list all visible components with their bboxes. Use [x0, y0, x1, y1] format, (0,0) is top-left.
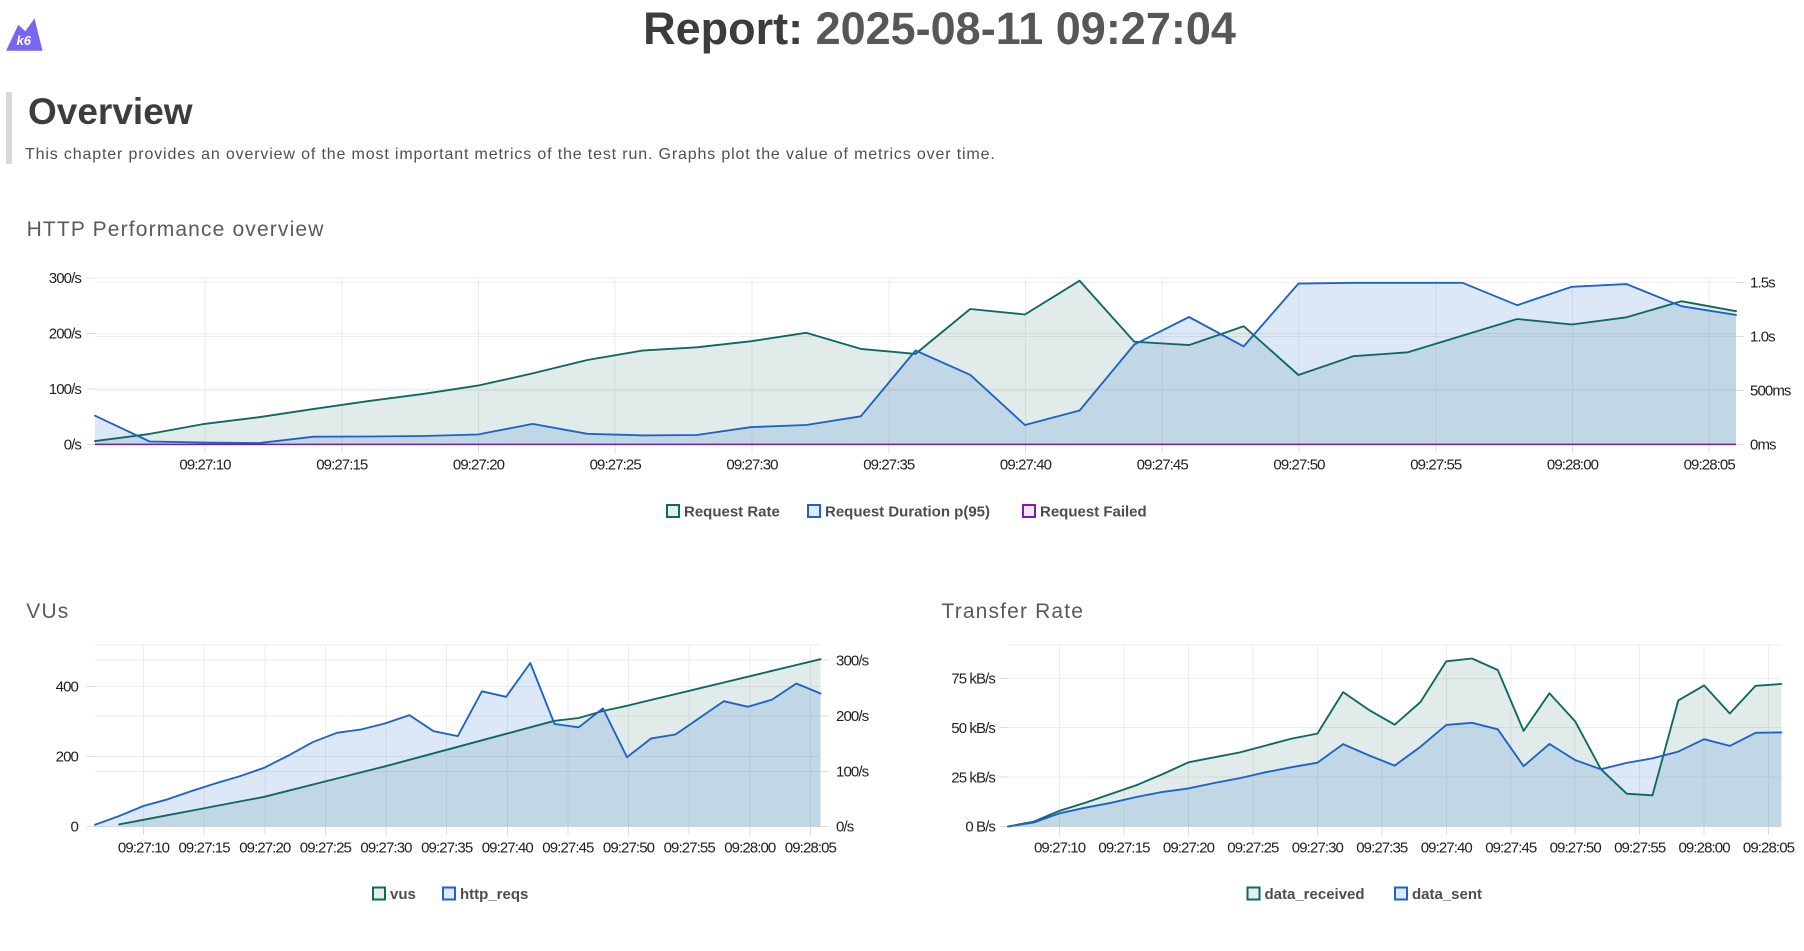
svg-text:09:27:30: 09:27:30	[1292, 840, 1344, 857]
svg-text:200: 200	[56, 749, 79, 766]
svg-text:09:27:25: 09:27:25	[1227, 840, 1279, 857]
svg-text:09:28:00: 09:28:00	[1547, 457, 1599, 474]
svg-text:100/s: 100/s	[836, 764, 869, 781]
svg-text:09:27:40: 09:27:40	[1421, 840, 1473, 857]
svg-text:09:28:00: 09:28:00	[1678, 840, 1730, 857]
svg-text:09:27:20: 09:27:20	[1163, 840, 1215, 857]
svg-text:0/s: 0/s	[64, 437, 82, 454]
svg-text:09:27:30: 09:27:30	[726, 457, 778, 474]
svg-text:Request Rate: Request Rate	[684, 504, 780, 521]
svg-text:k6: k6	[17, 33, 32, 48]
svg-text:50 kB/s: 50 kB/s	[951, 720, 995, 737]
svg-text:09:27:45: 09:27:45	[542, 840, 594, 857]
svg-text:200/s: 200/s	[836, 708, 869, 725]
svg-text:Request Failed: Request Failed	[1040, 504, 1147, 521]
svg-text:09:27:25: 09:27:25	[300, 840, 352, 857]
svg-text:09:27:55: 09:27:55	[1614, 840, 1666, 857]
svg-text:09:27:20: 09:27:20	[453, 457, 505, 474]
svg-text:09:27:10: 09:27:10	[118, 840, 170, 857]
svg-text:09:28:05: 09:28:05	[1743, 840, 1795, 857]
svg-text:09:27:55: 09:27:55	[664, 840, 716, 857]
svg-text:09:27:50: 09:27:50	[603, 840, 655, 857]
svg-text:data_sent: data_sent	[1412, 886, 1482, 903]
svg-text:09:27:50: 09:27:50	[1273, 457, 1325, 474]
svg-text:500ms: 500ms	[1750, 383, 1791, 400]
svg-text:09:28:05: 09:28:05	[785, 840, 837, 857]
svg-text:09:27:45: 09:27:45	[1137, 457, 1189, 474]
svg-text:09:27:15: 09:27:15	[1098, 840, 1150, 857]
svg-text:0ms: 0ms	[1750, 437, 1776, 454]
svg-text:09:27:20: 09:27:20	[239, 840, 291, 857]
svg-text:data_received: data_received	[1265, 886, 1365, 903]
svg-text:1.0s: 1.0s	[1750, 329, 1775, 346]
svg-text:75 kB/s: 75 kB/s	[951, 671, 995, 688]
svg-text:09:28:00: 09:28:00	[724, 840, 776, 857]
svg-text:100/s: 100/s	[49, 381, 82, 398]
svg-text:25 kB/s: 25 kB/s	[951, 769, 995, 786]
svg-text:09:27:50: 09:27:50	[1550, 840, 1602, 857]
svg-text:http_reqs: http_reqs	[460, 886, 528, 903]
svg-text:09:27:15: 09:27:15	[316, 457, 368, 474]
svg-text:09:27:10: 09:27:10	[179, 457, 231, 474]
svg-text:Request Duration p(95): Request Duration p(95)	[825, 504, 990, 521]
svg-text:09:27:35: 09:27:35	[863, 457, 915, 474]
svg-text:09:27:15: 09:27:15	[178, 840, 230, 857]
svg-text:09:27:35: 09:27:35	[1356, 840, 1408, 857]
svg-text:1.5s: 1.5s	[1750, 275, 1775, 292]
svg-text:09:27:35: 09:27:35	[421, 840, 473, 857]
svg-text:300/s: 300/s	[836, 652, 869, 669]
svg-text:400: 400	[56, 679, 79, 696]
svg-text:09:27:10: 09:27:10	[1034, 840, 1086, 857]
svg-text:0: 0	[71, 819, 79, 836]
svg-text:200/s: 200/s	[49, 326, 82, 343]
svg-text:09:27:40: 09:27:40	[482, 840, 534, 857]
svg-text:09:27:55: 09:27:55	[1410, 457, 1462, 474]
svg-text:0/s: 0/s	[836, 819, 854, 836]
svg-text:09:27:30: 09:27:30	[360, 840, 412, 857]
svg-text:09:28:05: 09:28:05	[1684, 457, 1736, 474]
svg-text:09:27:25: 09:27:25	[590, 457, 642, 474]
svg-text:300/s: 300/s	[49, 270, 82, 287]
svg-text:vus: vus	[390, 886, 416, 903]
svg-text:0 B/s: 0 B/s	[965, 819, 995, 836]
svg-text:09:27:45: 09:27:45	[1485, 840, 1537, 857]
svg-text:09:27:40: 09:27:40	[1000, 457, 1052, 474]
